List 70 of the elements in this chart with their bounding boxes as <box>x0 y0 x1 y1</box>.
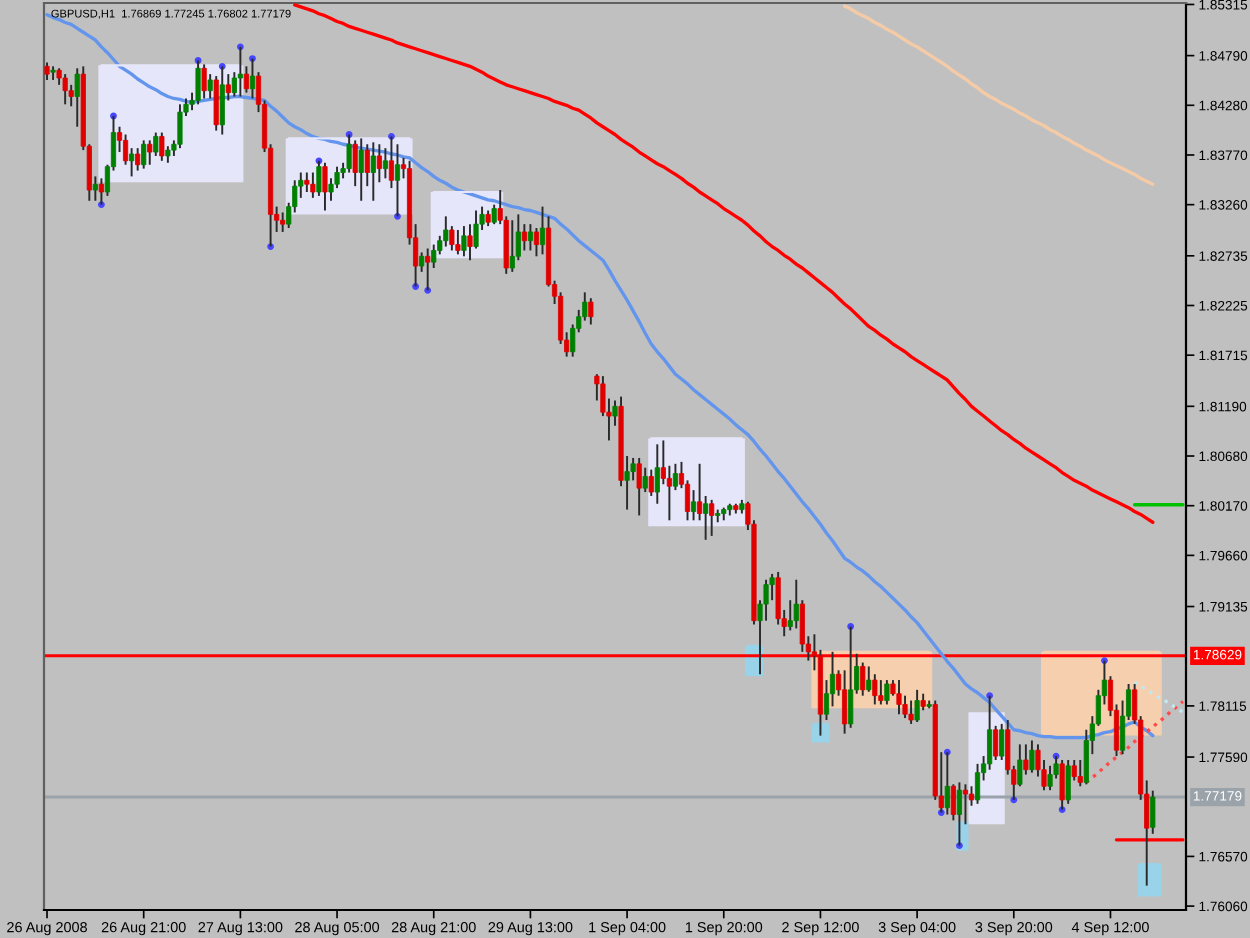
line-series <box>1084 699 1185 785</box>
candlestick <box>74 67 80 128</box>
candlestick <box>129 147 135 178</box>
candlestick <box>624 455 630 511</box>
candlestick <box>878 679 884 706</box>
candlestick <box>974 762 981 805</box>
line-series <box>842 4 1155 186</box>
candlestick <box>642 466 648 494</box>
candlestick <box>866 665 872 693</box>
candlestick <box>310 171 316 199</box>
candlestick <box>322 161 328 212</box>
candlestick <box>1071 759 1077 782</box>
candlestick <box>884 679 890 706</box>
candlestick <box>1029 739 1035 774</box>
candlestick <box>177 103 183 150</box>
candlestick <box>1059 759 1065 811</box>
candlestick <box>135 147 141 172</box>
candlestick <box>588 297 594 326</box>
candlestick <box>376 143 382 184</box>
candlestick <box>654 443 660 505</box>
candlestick <box>1023 743 1029 776</box>
candlestick <box>280 211 286 233</box>
candlestick <box>394 143 401 218</box>
candlestick <box>908 699 914 725</box>
candlestick <box>141 139 147 170</box>
candlestick <box>993 724 999 761</box>
candlestick <box>999 722 1005 761</box>
candlestick <box>98 177 104 206</box>
candlestick <box>1065 759 1071 805</box>
candlestick <box>539 205 546 256</box>
candlestick <box>382 147 388 180</box>
candlestick <box>521 223 527 252</box>
line-series <box>293 3 1155 524</box>
candlestick <box>896 679 902 716</box>
candlestick <box>962 783 969 826</box>
candlestick <box>443 215 449 248</box>
candlestick <box>533 227 540 258</box>
candlestick <box>709 498 715 537</box>
candlestick <box>219 65 225 136</box>
candlestick <box>201 63 207 100</box>
candlestick <box>944 751 950 816</box>
line-series <box>1132 680 1185 714</box>
candlestick <box>648 468 654 497</box>
candlestick <box>370 141 376 202</box>
candlestick <box>159 131 165 162</box>
candlestick <box>842 669 848 735</box>
candlestick <box>1047 764 1053 792</box>
candlestick <box>147 139 153 166</box>
candlestick <box>690 489 697 522</box>
candlestick <box>467 223 473 262</box>
candlestick <box>914 688 920 723</box>
candlestick <box>153 131 159 157</box>
candlestick <box>304 171 310 193</box>
candlestick <box>225 73 231 102</box>
candlestick <box>207 73 213 100</box>
candlestick <box>461 225 467 258</box>
candlestick <box>1150 789 1156 835</box>
candlestick <box>872 673 878 706</box>
point <box>394 212 401 220</box>
candlestick <box>527 223 533 252</box>
candlestick <box>92 175 98 202</box>
candlestick <box>636 456 642 517</box>
candlestick <box>455 229 461 256</box>
candlestick <box>1077 759 1083 788</box>
candlestick <box>358 137 364 202</box>
candlestick <box>860 661 866 697</box>
candlestick <box>703 494 709 541</box>
candlestick <box>509 219 515 273</box>
candlestick <box>793 578 799 630</box>
candlestick <box>62 73 68 106</box>
